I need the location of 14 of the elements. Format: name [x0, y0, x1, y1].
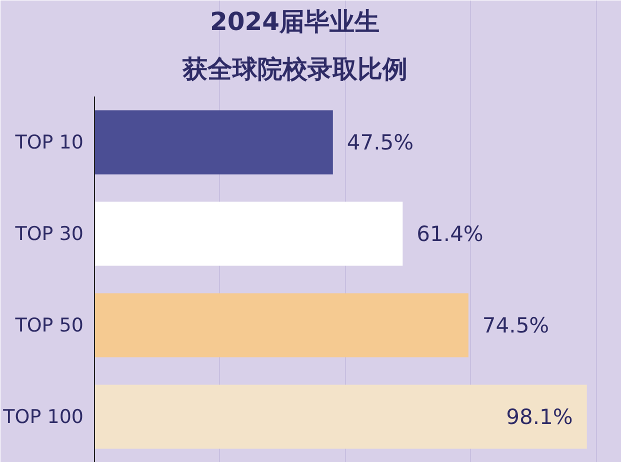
data-label: 98.1% — [506, 404, 573, 429]
y-tick-label: TOP 50 — [14, 314, 84, 336]
chart-title: 2024届毕业生 — [210, 7, 380, 36]
y-tick-label: TOP 100 — [2, 406, 84, 428]
data-label: 47.5% — [346, 130, 414, 154]
y-tick-label: TOP 10 — [14, 131, 84, 154]
data-label: 61.4% — [416, 222, 484, 246]
bar — [94, 202, 403, 266]
chart-subtitle: 获全球院校录取比例 — [181, 54, 408, 84]
data-label: 74.5% — [482, 313, 550, 338]
y-tick-label: TOP 30 — [14, 222, 84, 245]
bar — [94, 293, 468, 358]
bar — [94, 110, 333, 174]
bar — [94, 384, 587, 449]
